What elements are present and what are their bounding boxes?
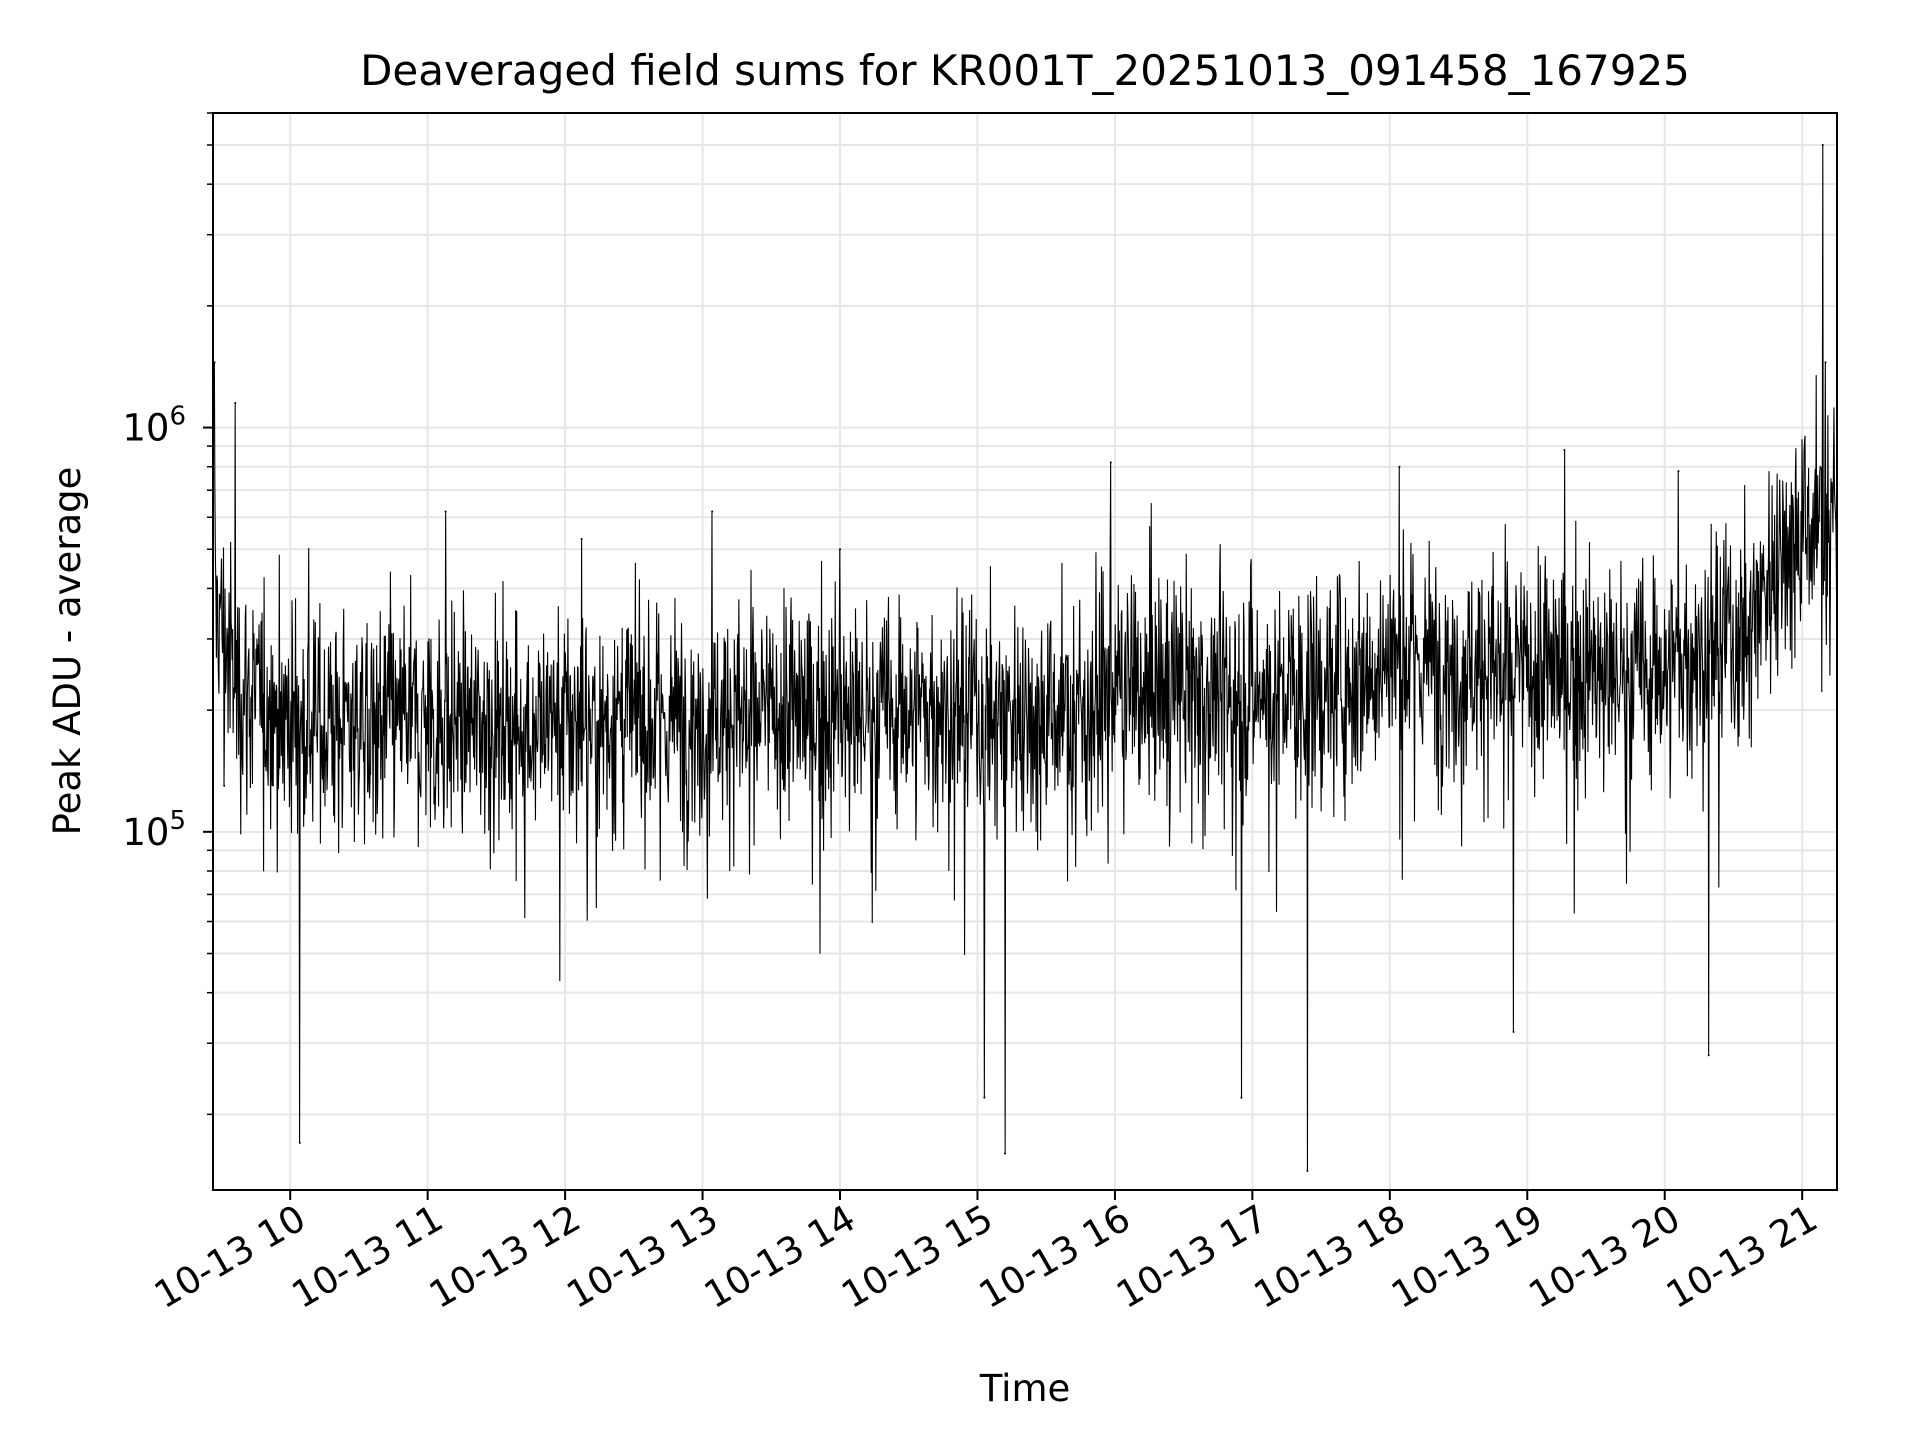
series-point (1306, 1169, 1309, 1172)
series-point (213, 361, 216, 364)
series-point (983, 1096, 986, 1099)
series-point (1677, 470, 1680, 473)
series-point (1003, 1152, 1006, 1155)
series-point (1512, 1030, 1515, 1033)
series-point (234, 402, 237, 405)
series-point (1821, 144, 1824, 147)
y-tick-exponent: 6 (169, 402, 186, 432)
y-tick-base: 10 (122, 407, 169, 450)
y-tick-label: 105 (122, 806, 186, 854)
series-point (223, 784, 226, 787)
series-point (1398, 465, 1401, 468)
y-tick-exponent: 5 (169, 806, 186, 836)
plot-frame (212, 112, 1838, 1191)
y-tick-label: 106 (122, 402, 186, 450)
series-point (1563, 449, 1566, 452)
series-point (839, 548, 842, 551)
series-point (711, 510, 714, 513)
y-axis-label: Peak ADU - average (46, 467, 89, 836)
series-point (1109, 461, 1112, 464)
series-point (1824, 361, 1827, 364)
series-point (1707, 1054, 1710, 1057)
data-series (213, 144, 1838, 1172)
series-point (1240, 1096, 1243, 1099)
series-point (444, 510, 447, 513)
chart-title: Deaveraged field sums for KR001T_2025101… (360, 46, 1690, 95)
series-line (213, 145, 1838, 1171)
y-tick-base: 10 (122, 811, 169, 854)
series-point (298, 1141, 301, 1144)
series-point (580, 538, 583, 541)
x-axis-label: Time (979, 1367, 1071, 1410)
